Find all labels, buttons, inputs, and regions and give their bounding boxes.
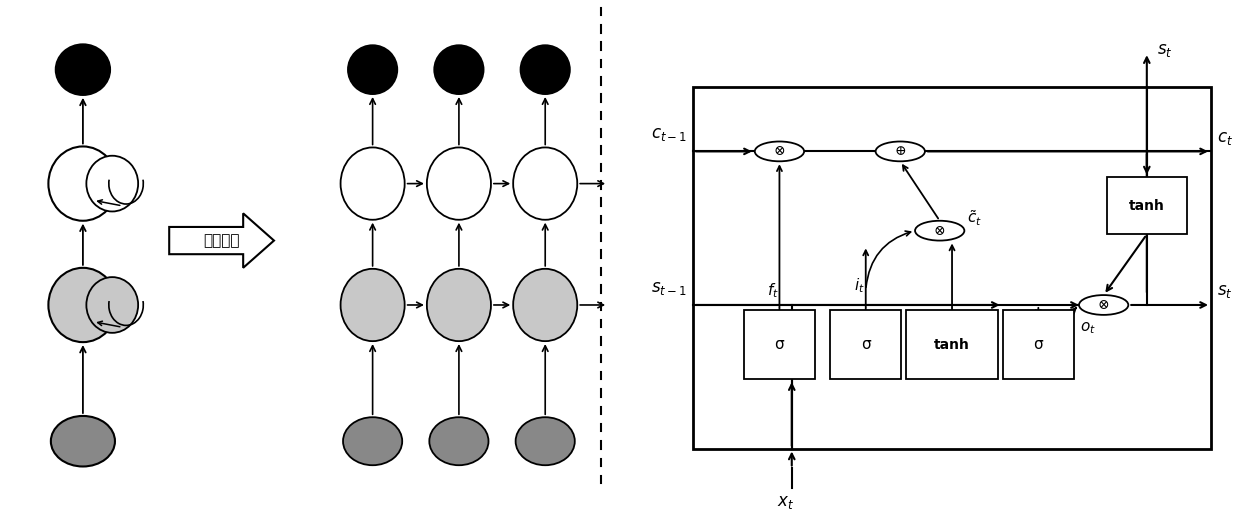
Ellipse shape: [51, 416, 115, 467]
Text: $o_t$: $o_t$: [1080, 320, 1096, 336]
Text: ⊗: ⊗: [1097, 298, 1110, 312]
Ellipse shape: [427, 269, 491, 341]
Ellipse shape: [87, 156, 138, 212]
Ellipse shape: [48, 268, 118, 342]
Bar: [1003, 310, 1074, 379]
Circle shape: [1079, 295, 1128, 315]
Ellipse shape: [348, 45, 397, 94]
Ellipse shape: [516, 417, 575, 465]
Text: σ: σ: [1033, 337, 1043, 352]
Bar: [744, 310, 815, 379]
Ellipse shape: [87, 277, 138, 333]
Bar: [693, 87, 1211, 449]
Ellipse shape: [56, 44, 110, 95]
Text: ⊗: ⊗: [774, 144, 785, 159]
Text: $\tilde{c}_t$: $\tilde{c}_t$: [967, 209, 982, 228]
Text: $s_t$: $s_t$: [1157, 41, 1172, 59]
Text: σ: σ: [775, 337, 785, 352]
Text: tanh: tanh: [934, 338, 970, 352]
Circle shape: [915, 221, 965, 241]
Ellipse shape: [513, 269, 578, 341]
Bar: [1107, 177, 1187, 234]
Text: $x_t$: $x_t$: [777, 493, 794, 511]
Ellipse shape: [341, 269, 404, 341]
Ellipse shape: [341, 147, 404, 220]
Ellipse shape: [48, 146, 118, 221]
Circle shape: [875, 142, 925, 161]
Circle shape: [755, 142, 804, 161]
FancyArrow shape: [169, 213, 274, 268]
Ellipse shape: [429, 417, 489, 465]
Ellipse shape: [343, 417, 402, 465]
Ellipse shape: [434, 45, 484, 94]
Ellipse shape: [521, 45, 570, 94]
Text: $f_t$: $f_t$: [768, 281, 779, 300]
Text: $s_{t-1}$: $s_{t-1}$: [651, 279, 687, 297]
Text: $c_{t-1}$: $c_{t-1}$: [651, 125, 687, 143]
Bar: [905, 310, 998, 379]
Text: $s_t$: $s_t$: [1218, 282, 1233, 300]
Bar: [830, 310, 901, 379]
Text: ⊗: ⊗: [934, 224, 946, 237]
Text: σ: σ: [861, 337, 870, 352]
Text: $i_t$: $i_t$: [854, 277, 866, 295]
Text: tanh: tanh: [1128, 199, 1164, 213]
Text: $c_t$: $c_t$: [1218, 129, 1233, 147]
Ellipse shape: [513, 147, 578, 220]
Ellipse shape: [427, 147, 491, 220]
Text: ⊕: ⊕: [894, 144, 906, 159]
Text: 时域展开: 时域展开: [203, 233, 239, 248]
